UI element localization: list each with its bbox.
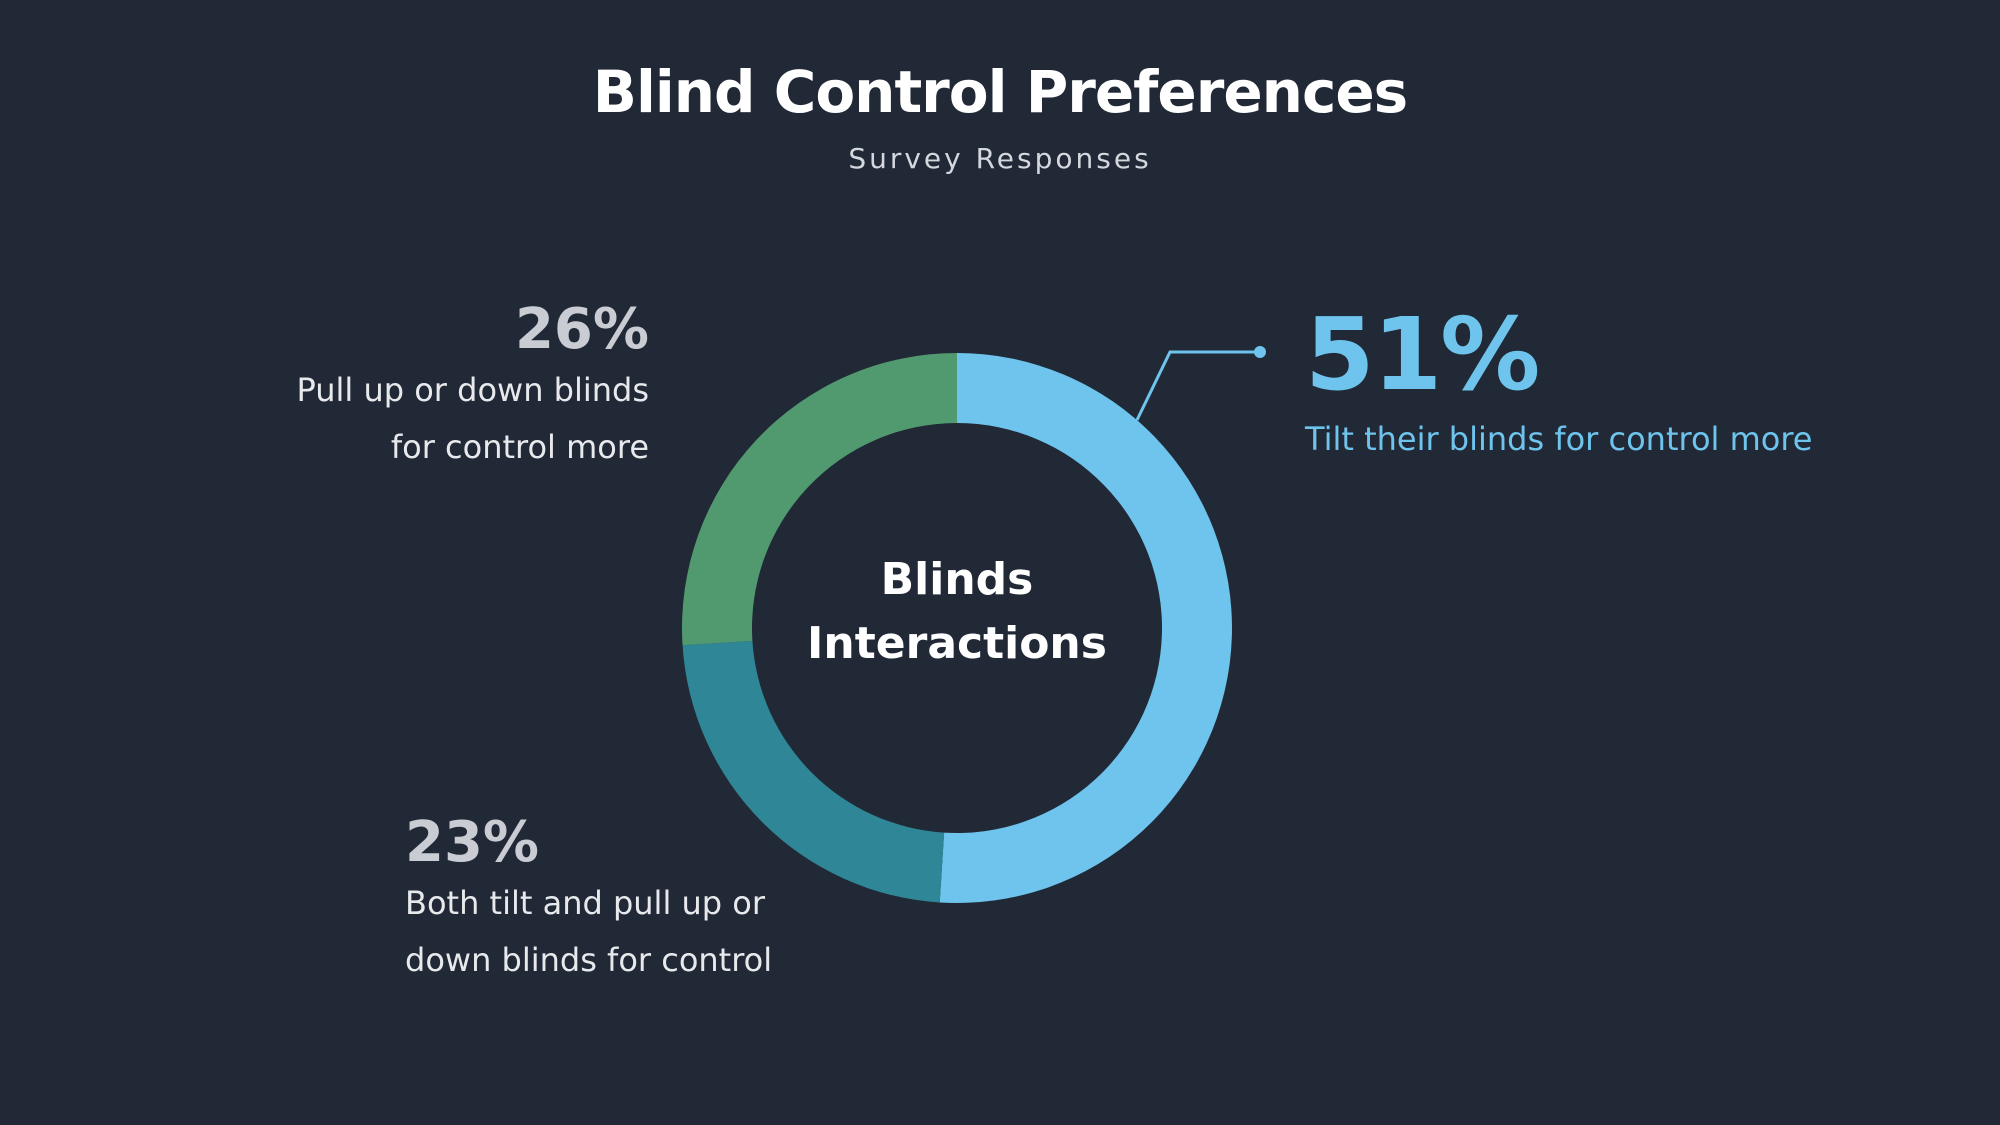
donut-center-label: Blinds Interactions <box>757 548 1157 676</box>
center-label-line-2: Interactions <box>807 618 1107 669</box>
center-label-line-1: Blinds <box>880 554 1034 605</box>
pull-description-line-1: Pull up or down blinds <box>296 371 649 409</box>
leader-dot <box>1254 346 1266 358</box>
donut-slices <box>682 353 1232 903</box>
pull-percent: 26% <box>514 297 649 362</box>
pull-description-line-2: for control more <box>390 428 649 466</box>
chart-subtitle: Survey Responses <box>848 142 1152 175</box>
both-description-line-2: down blinds for control <box>405 941 773 979</box>
slice-pull <box>682 353 957 646</box>
callout-tilt: 51% Tilt their blinds for control more <box>1305 305 1812 468</box>
callout-both: 23% Both tilt and pull up or down blinds… <box>405 815 805 989</box>
both-percent: 23% <box>405 810 540 875</box>
tilt-leader-line <box>1135 346 1266 421</box>
leader-line <box>1135 350 1260 421</box>
callout-pull: 26% Pull up or down blinds for control m… <box>289 302 649 476</box>
slice-tilt <box>939 353 1232 903</box>
tilt-percent: 51% <box>1305 296 1540 413</box>
both-description-line-1: Both tilt and pull up or <box>405 884 765 922</box>
tilt-description: Tilt their blinds for control more <box>1305 420 1813 458</box>
slice-both <box>682 640 945 903</box>
chart-title: Blind Control Preferences <box>592 58 1408 126</box>
both-description: Both tilt and pull up or down blinds for… <box>405 875 805 989</box>
pull-description: Pull up or down blinds for control more <box>289 362 649 476</box>
